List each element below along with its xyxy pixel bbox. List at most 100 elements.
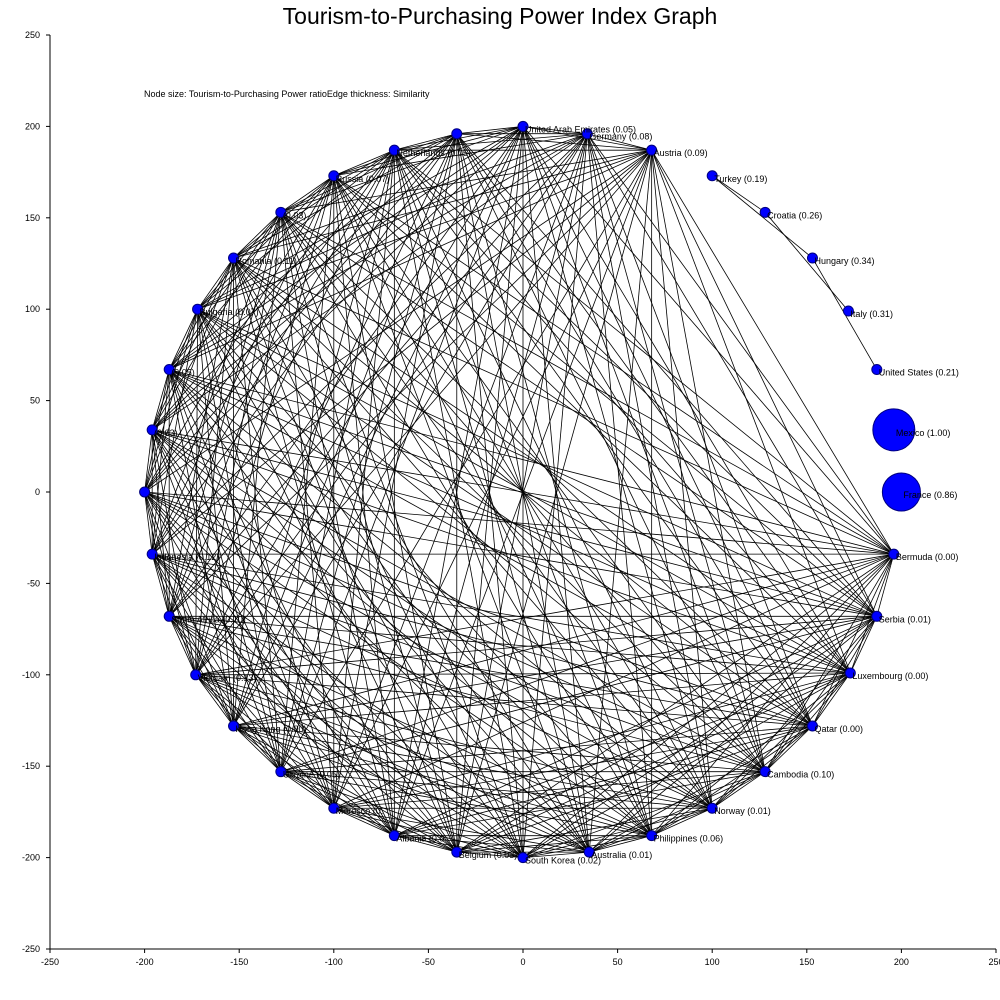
node-croatia xyxy=(759,206,771,218)
edge xyxy=(280,771,652,837)
node-united-states xyxy=(871,364,883,376)
edge xyxy=(280,212,395,836)
node-label: Ukraine (0.05) xyxy=(283,770,340,780)
edge xyxy=(280,212,335,809)
y-tick-label: 0 xyxy=(35,487,40,497)
edge xyxy=(711,175,766,213)
y-tick-label: -250 xyxy=(22,944,40,954)
edge xyxy=(197,308,524,858)
node-romania xyxy=(228,252,240,264)
edge xyxy=(393,133,588,836)
edge xyxy=(333,175,590,853)
edge xyxy=(522,126,851,674)
edge xyxy=(197,212,282,310)
edge xyxy=(394,835,457,853)
edge xyxy=(168,126,524,370)
edge xyxy=(233,149,652,259)
edge xyxy=(195,133,458,675)
edge xyxy=(195,175,335,675)
x-tick-label: -150 xyxy=(230,957,248,967)
edge xyxy=(197,309,282,772)
edge xyxy=(151,429,652,836)
edge xyxy=(168,126,524,617)
node-label: South Africa (0.10) xyxy=(171,614,246,624)
edge xyxy=(280,133,457,213)
node-label: Romania (0.11) xyxy=(236,256,297,266)
edge xyxy=(233,257,590,853)
edge xyxy=(333,175,458,853)
edge xyxy=(151,429,713,809)
edge xyxy=(456,126,524,135)
edge xyxy=(333,175,851,674)
node-label: United Arab Emirates (0.05) xyxy=(525,124,636,134)
edge xyxy=(197,133,588,310)
edge xyxy=(151,553,458,853)
y-tick-label: -150 xyxy=(22,761,40,771)
edge xyxy=(197,149,652,310)
node-label: Belgium (0.03) xyxy=(459,850,518,860)
node-label: Albania (0.0 xyxy=(396,834,444,844)
edge xyxy=(280,175,335,772)
node-label: Hong Kong (0.00) xyxy=(236,724,307,734)
edge xyxy=(168,149,395,617)
node-hong-kong xyxy=(228,720,240,732)
node-label: Norway (0.01) xyxy=(714,806,771,816)
node-south-africa xyxy=(163,610,175,622)
edge xyxy=(144,491,197,675)
edge xyxy=(333,807,524,858)
edge xyxy=(333,149,395,177)
edge xyxy=(168,616,234,727)
edge xyxy=(151,175,335,555)
edge xyxy=(233,149,395,259)
edge xyxy=(764,553,895,772)
node-label: Qatar (0.00) xyxy=(814,724,863,734)
edge xyxy=(393,150,590,853)
node-node-n1 xyxy=(451,128,463,140)
node-label: Italy (0.31) xyxy=(850,309,893,319)
edge xyxy=(151,369,170,430)
edge xyxy=(152,553,766,773)
edge xyxy=(394,149,878,617)
node-united-arab-emirates xyxy=(517,120,529,132)
edge xyxy=(169,149,652,370)
edge xyxy=(651,150,766,772)
node-ukraine xyxy=(275,766,287,778)
edge xyxy=(456,133,653,836)
edge xyxy=(333,149,653,809)
node-label: South Korea (0.02) xyxy=(525,856,601,866)
edge xyxy=(651,553,895,836)
edge xyxy=(168,369,234,727)
node-node-wnw xyxy=(146,424,158,436)
edge xyxy=(195,674,335,809)
edge xyxy=(195,674,652,837)
edge xyxy=(168,369,282,772)
node-morocco xyxy=(328,802,340,814)
edge xyxy=(280,212,652,836)
edge xyxy=(233,725,395,836)
node-label: Netherlands (0.05) xyxy=(396,148,471,158)
node-norway xyxy=(706,802,718,814)
edge xyxy=(394,149,851,674)
edge xyxy=(522,126,813,727)
x-tick-label: -50 xyxy=(422,957,435,967)
node-label: Croatia (0.26) xyxy=(767,210,822,220)
edge xyxy=(151,553,590,853)
edge xyxy=(586,133,766,772)
edge xyxy=(280,149,652,213)
x-tick-label: 250 xyxy=(988,957,1000,967)
edge xyxy=(280,771,335,809)
edge xyxy=(197,175,335,310)
edge xyxy=(333,175,766,772)
edge xyxy=(151,133,588,431)
edge xyxy=(168,616,282,772)
node-label: Australia (0.01) xyxy=(591,850,652,860)
node-label: Russia (0.07) xyxy=(336,174,390,184)
edge xyxy=(280,553,894,773)
edge xyxy=(151,212,282,555)
edge xyxy=(233,615,877,727)
edge xyxy=(144,491,652,836)
chart-annotation: Node size: Tourism-to-Purchasing Power r… xyxy=(144,89,430,99)
edge xyxy=(168,149,652,617)
edge xyxy=(144,429,153,493)
edge xyxy=(195,615,877,676)
